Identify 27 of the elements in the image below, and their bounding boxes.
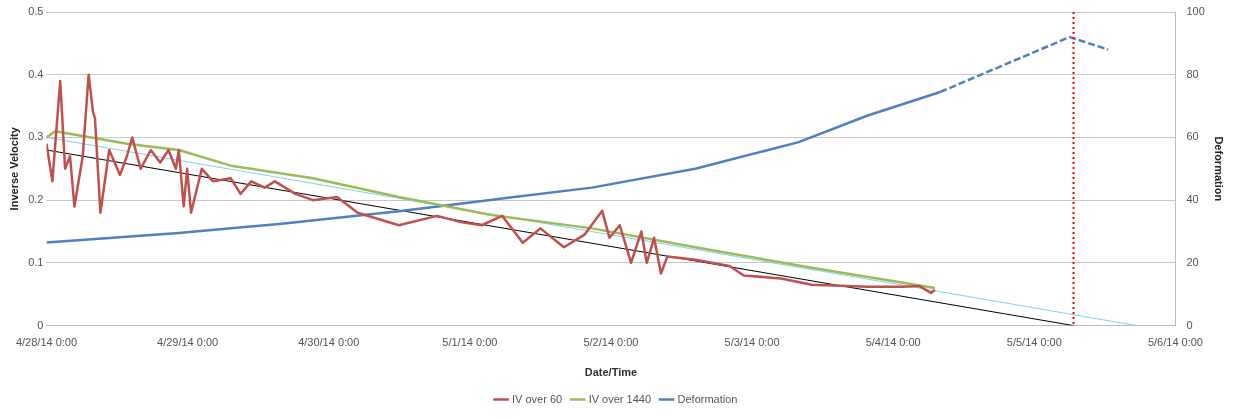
y2-tick-label: 20 (1186, 255, 1199, 268)
legend-label: IV over 60 (512, 392, 563, 405)
y2-tick-label: 60 (1186, 130, 1199, 143)
y-tick-label: 0.4 (28, 67, 44, 80)
y-tick-label: 0.3 (28, 130, 44, 143)
x-tick-label: 5/1/14 0:00 (442, 336, 498, 349)
x-tick-label: 5/3/14 0:00 (724, 336, 780, 349)
x-tick-label: 5/2/14 0:00 (583, 336, 639, 349)
y2-tick-label: 0 (1186, 318, 1193, 331)
x-tick-label: 4/29/14 0:00 (157, 336, 219, 349)
y2-axis-title: Deformation (1213, 136, 1226, 202)
y-tick-label: 0.2 (28, 193, 44, 206)
y-axis-title: Inverse Velocity (7, 126, 20, 211)
x-tick-label: 4/28/14 0:00 (15, 336, 78, 349)
x-tick-label: 4/30/14 0:00 (298, 336, 360, 349)
y2-tick-label: 80 (1186, 67, 1199, 80)
y2-tick-label: 40 (1186, 193, 1199, 206)
legend-label: Deformation (677, 392, 738, 405)
y-tick-label: 0 (37, 318, 44, 331)
y2-tick-label: 100 (1186, 5, 1205, 18)
y-tick-label: 0.1 (28, 255, 44, 268)
x-tick-label: 5/5/14 0:00 (1006, 336, 1062, 349)
y-tick-label: 0.5 (28, 5, 44, 18)
x-axis-title: Date/Time (584, 366, 638, 379)
legend-label: IV over 1440 (588, 392, 652, 405)
x-tick-label: 5/6/14 0:00 (1147, 336, 1203, 349)
x-tick-label: 5/4/14 0:00 (865, 336, 921, 349)
